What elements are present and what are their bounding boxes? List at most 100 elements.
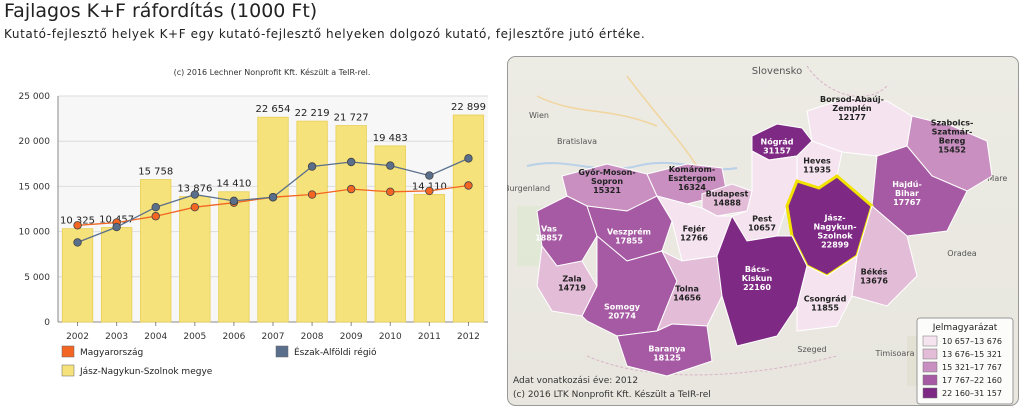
county-value-label: 17855 xyxy=(615,237,643,246)
map-legend-label: 15 321–17 767 xyxy=(942,363,1002,372)
chart-legend: Magyarország Észak-Alföldi régió Jász-Nagy… xyxy=(61,345,377,377)
point-Magyarország-2008[interactable] xyxy=(307,190,317,199)
bar-2006[interactable] xyxy=(218,191,250,323)
bar-2002[interactable] xyxy=(61,228,94,323)
county-name-label: Nógrád xyxy=(761,137,794,147)
x-axis: 2002 2003 2004 2005 2006 2007 2008 2009 2010 2011… xyxy=(66,322,480,342)
page-title: Fajlagos K+F ráfordítás (1000 Ft) xyxy=(4,0,318,22)
bar-value-label: 22 219 xyxy=(295,108,330,119)
county-name-label: Csongrád xyxy=(804,295,847,304)
county-name-label: Somogy xyxy=(604,303,641,312)
county-name-label: Esztergom xyxy=(668,174,716,183)
map-legend-swatch xyxy=(922,335,938,347)
point-Észak-Alföldi régió-2012[interactable] xyxy=(464,154,473,163)
county-name-label: Kiskun xyxy=(742,274,773,283)
county-value-label: 15321 xyxy=(593,186,621,195)
county-Csongrád[interactable] xyxy=(796,254,858,332)
point-Magyarország-2010[interactable] xyxy=(386,187,395,197)
x-tick-label: 2002 xyxy=(66,332,89,342)
county-shapes[interactable] xyxy=(536,97,993,377)
legend-label[interactable]: Jász-Nagykun-Szolnok megye xyxy=(79,367,213,377)
legend-label[interactable]: Magyarország xyxy=(80,348,143,358)
point-Észak-Alföldi régió-2009[interactable] xyxy=(346,157,356,167)
county-name-label: Veszprém xyxy=(607,227,651,237)
county-name-label: Bereg xyxy=(939,137,966,146)
bar-2008[interactable] xyxy=(296,120,328,323)
x-tick-label: 2005 xyxy=(183,332,206,342)
map-legend-swatch xyxy=(922,361,938,373)
point-Magyarország-2002[interactable] xyxy=(73,221,82,230)
map-legend-box xyxy=(916,317,1014,405)
map-legend-label: 10 657–13 676 xyxy=(942,337,1002,346)
bar-value-label: 13 876 xyxy=(177,184,212,195)
county-name-label: Komárom- xyxy=(669,165,715,174)
bar-2009[interactable] xyxy=(335,125,367,323)
bar-2010[interactable] xyxy=(374,145,406,323)
point-Észak-Alföldi régió-2010[interactable] xyxy=(386,161,395,170)
map-legend: Jelmagyarázat 10 657–13 676 13 676–15 321 1… xyxy=(916,317,1014,405)
county-value-label: 17767 xyxy=(893,198,921,207)
county-name-label: Jász- xyxy=(823,214,845,223)
map-legend-label: 17 767–22 160 xyxy=(942,376,1002,385)
point-Észak-Alföldi régió-2008[interactable] xyxy=(307,162,317,171)
county-name-label: Hajdú- xyxy=(892,180,922,189)
legend-label[interactable]: Észak-Alföldi régió xyxy=(294,346,377,358)
county-name-label: Borsod-Abaúj- xyxy=(820,95,884,104)
county-name-label: Nagykun- xyxy=(813,223,856,232)
point-Észak-Alföldi régió-2003[interactable] xyxy=(112,222,121,232)
bar-2011[interactable] xyxy=(413,194,446,323)
county-name-label: Szatmár- xyxy=(932,128,973,137)
x-tick-label: 2007 xyxy=(262,332,285,342)
map-data-year: Adat vonatkozási éve: 2012 xyxy=(513,375,638,386)
point-Észak-Alföldi régió-2011[interactable] xyxy=(425,171,434,180)
bar-value-label: 14 410 xyxy=(216,179,251,190)
county-name-label: Sopron xyxy=(591,177,623,186)
county-name-label: Zemplén xyxy=(832,103,871,113)
point-Észak-Alföldi régió-2002[interactable] xyxy=(73,238,82,247)
bar-value-label: 21 727 xyxy=(334,113,369,124)
map-panel[interactable]: Slovensko Wien Bratislava Burgenland Szeged T… xyxy=(504,56,1019,406)
bar-line-chart: (c) 2016 Lechner Nonprofit Kft. Készült … xyxy=(19,67,488,377)
y-tick-label: 5 000 xyxy=(24,273,50,283)
county-name-label: Fejér xyxy=(683,224,706,234)
county-value-label: 16324 xyxy=(678,183,706,192)
point-Magyarország-2009[interactable] xyxy=(346,184,356,194)
county-value-label: 18857 xyxy=(535,234,563,243)
bar-2005[interactable] xyxy=(179,196,211,323)
county-name-label: Vas xyxy=(541,225,557,234)
county-name-label: Bihar xyxy=(895,189,919,198)
x-tick-label: 2006 xyxy=(222,332,245,342)
point-Észak-Alföldi régió-2007[interactable] xyxy=(268,193,278,202)
bar-2012[interactable] xyxy=(452,114,485,323)
point-Magyarország-2005[interactable] xyxy=(190,202,200,212)
x-tick-label: 2003 xyxy=(105,332,128,342)
county-name-label: Pest xyxy=(752,215,772,224)
county-value-label: 14719 xyxy=(558,284,586,293)
county-Baranya[interactable] xyxy=(616,323,713,377)
county-value-label: 11855 xyxy=(811,304,839,313)
bar-value-label: 22 654 xyxy=(256,104,291,115)
point-Észak-Alföldi régió-2005[interactable] xyxy=(190,190,200,199)
x-tick-label: 2011 xyxy=(418,332,441,342)
bar-2007[interactable] xyxy=(257,116,289,323)
x-tick-label: 2008 xyxy=(301,332,324,342)
page-subtitle: Kutató-fejlesztő helyek K+F egy kutató-f… xyxy=(4,27,646,41)
point-Magyarország-2004[interactable] xyxy=(151,212,160,221)
county-name-label: Baranya xyxy=(648,345,685,354)
county-name-label: Budapest xyxy=(706,190,749,199)
line-series xyxy=(73,154,473,247)
county-value-label: 14656 xyxy=(673,294,701,303)
point-Észak-Alföldi régió-2006[interactable] xyxy=(229,196,239,206)
point-Észak-Alföldi régió-2004[interactable] xyxy=(151,202,160,212)
place-label: Oradea xyxy=(947,249,976,258)
bar-2003[interactable] xyxy=(100,227,133,323)
point-Magyarország-2012[interactable] xyxy=(464,181,473,190)
county-map[interactable]: Slovensko Wien Bratislava Burgenland Szeged T… xyxy=(504,56,1019,406)
y-tick-label: 20 000 xyxy=(19,137,51,147)
county-value-label: 31157 xyxy=(763,147,791,156)
x-tick-label: 2010 xyxy=(379,332,402,342)
y-tick-label: 10 000 xyxy=(19,228,51,238)
bar-2004[interactable] xyxy=(140,179,172,323)
point-Magyarország-2011[interactable] xyxy=(425,186,434,196)
